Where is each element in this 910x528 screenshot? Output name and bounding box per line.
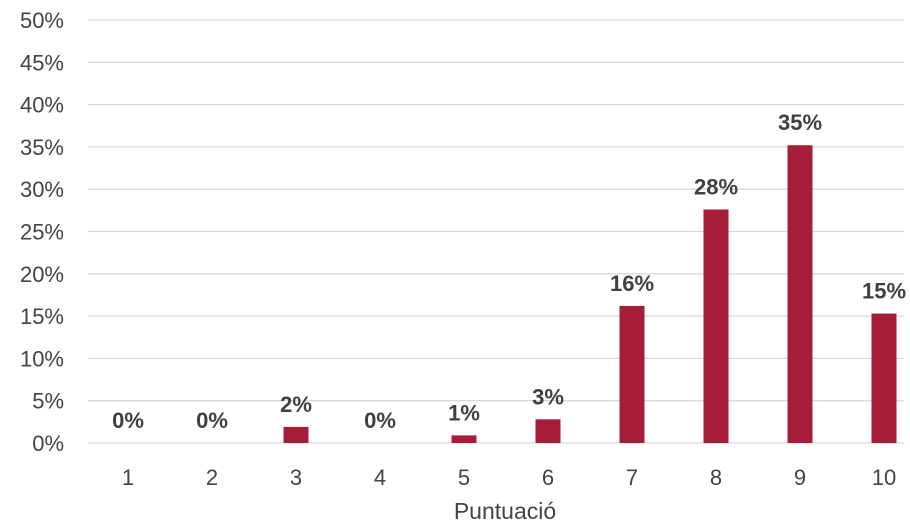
- data-label: 35%: [778, 110, 822, 135]
- y-tick-label: 10%: [20, 346, 64, 371]
- data-label: 0%: [364, 408, 396, 433]
- x-tick-label: 5: [458, 465, 470, 490]
- x-tick-label: 8: [710, 465, 722, 490]
- data-label: 15%: [862, 279, 906, 304]
- data-label: 28%: [694, 175, 738, 200]
- data-label: 0%: [196, 408, 228, 433]
- data-label: 2%: [280, 392, 312, 417]
- x-tick-label: 1: [122, 465, 134, 490]
- x-tick-label: 3: [290, 465, 302, 490]
- data-label: 0%: [112, 408, 144, 433]
- x-tick-label: 9: [794, 465, 806, 490]
- bar: [619, 305, 645, 443]
- gridlines: [88, 19, 904, 444]
- data-label: 16%: [610, 271, 654, 296]
- x-tick-label: 10: [872, 465, 896, 490]
- bar: [703, 209, 729, 443]
- x-tick-label: 7: [626, 465, 638, 490]
- x-tick-label: 6: [542, 465, 554, 490]
- bar: [871, 313, 897, 443]
- y-tick-label: 5%: [32, 389, 64, 414]
- y-tick-label: 25%: [20, 220, 64, 245]
- y-tick-label: 45%: [20, 50, 64, 75]
- y-tick-label: 20%: [20, 262, 64, 287]
- bars: [283, 145, 897, 443]
- bar: [535, 419, 561, 443]
- y-tick-label: 40%: [20, 93, 64, 118]
- y-tick-label: 35%: [20, 135, 64, 160]
- x-tick-label: 4: [374, 465, 386, 490]
- y-tick-label: 50%: [20, 8, 64, 33]
- bar: [283, 426, 309, 443]
- y-tick-label: 30%: [20, 177, 64, 202]
- x-axis-title: Puntuació: [454, 498, 556, 524]
- data-labels: 0% 0% 2% 0% 1% 3% 16% 28% 35% 15%: [112, 110, 906, 433]
- bar: [451, 435, 477, 443]
- y-tick-label: 0%: [32, 431, 64, 456]
- x-axis-tick-labels: 1 2 3 4 5 6 7 8 9 10: [122, 465, 896, 490]
- data-label: 3%: [532, 384, 564, 409]
- x-tick-label: 2: [206, 465, 218, 490]
- y-tick-label: 15%: [20, 304, 64, 329]
- y-axis-tick-labels: 0% 5% 10% 15% 20% 25% 30% 35% 40% 45% 50%: [20, 8, 64, 456]
- data-label: 1%: [448, 400, 480, 425]
- bar: [787, 145, 813, 443]
